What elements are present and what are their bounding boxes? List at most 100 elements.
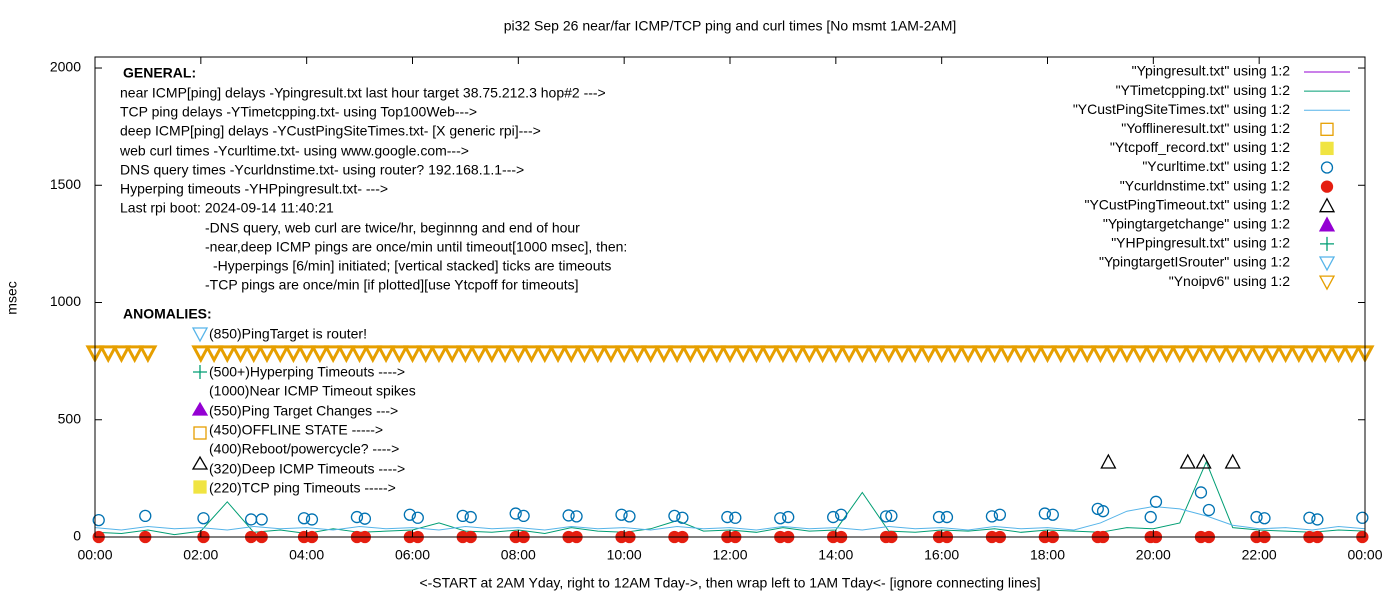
triangle-marker [1318,216,1336,232]
down-triangle-marker [402,345,423,364]
down-triangle-marker [760,345,780,364]
down-triangle-marker [813,345,833,364]
down-triangle-marker [694,345,714,364]
circle-marker [879,510,893,523]
legend-label: "Ynoipv6" using 1:2 [1169,273,1290,289]
circle-marker [729,511,742,524]
down-triangle-marker [654,345,674,364]
circle-marker [932,510,946,524]
anomaly-note: (500+)Hyperping Timeouts ----> [209,364,405,380]
circle-marker [297,512,311,525]
down-triangle-marker [1117,345,1137,364]
circle-marker [562,509,575,522]
down-triangle-marker [879,345,899,364]
down-triangle-marker [627,345,647,364]
circle-marker [993,508,1007,521]
down-triangle-marker [1223,345,1243,364]
down-triangle-marker [191,345,211,364]
circle-marker [885,509,898,523]
x-tick-label: 20:00 [1136,547,1171,563]
down-triangle-marker [297,345,317,364]
x-tick-label: 04:00 [289,547,324,563]
down-triangle-marker [1318,256,1336,272]
circle-marker [411,511,424,524]
circle-marker [255,513,268,526]
down-triangle-marker [1024,345,1044,364]
down-triangle-marker [98,345,118,364]
general-note: Last rpi boot: 2024-09-14 11:40:21 [120,200,334,216]
down-triangle-marker [720,345,740,364]
anomaly-note: (450)OFFLINE STATE -----> [209,422,383,438]
down-triangle-marker [310,345,330,364]
down-triangle-marker [1037,345,1058,364]
circle-marker [1202,503,1216,517]
down-triangle-marker [1090,345,1110,364]
circle-marker [1303,511,1316,524]
circle-marker [1096,505,1110,518]
anomaly-note: (550)Ping Target Changes ---> [209,403,398,419]
legend-label: "YpingtargetISrouter" using 1:2 [1099,254,1290,270]
down-triangle-marker [707,345,727,364]
down-triangle-marker [1302,345,1322,364]
triangle-marker [1195,453,1212,469]
down-triangle-marker [204,345,224,364]
down-triangle-marker [429,345,449,364]
circle-marker [774,512,787,525]
legend-label: "Yofflineresult.txt" using 1:2 [1121,120,1290,136]
down-triangle-marker [985,345,1005,364]
down-triangle-marker [1315,345,1335,364]
down-triangle-marker [1236,345,1256,364]
circle-marker [668,509,681,523]
down-triangle-marker [892,345,912,364]
icon-offline [193,426,207,440]
anomaly-icons [191,327,209,494]
circle-marker [358,512,372,525]
circle-marker [721,510,734,524]
circle-marker [1258,512,1271,525]
down-triangle-marker [508,345,528,364]
legend-label: "Ypingtargetchange" using 1:2 [1103,216,1290,232]
circle-marker [517,509,530,523]
circle-marker [464,510,477,524]
down-triangle-marker [1183,345,1203,364]
circle-marker [1046,508,1059,521]
down-triangle-marker [799,345,819,364]
triangle-marker [1224,453,1241,469]
down-triangle-marker [535,345,555,364]
down-triangle-marker [125,345,145,364]
down-triangle-marker [588,345,608,364]
general-note: web curl times -Ycurltime.txt- using www… [119,143,469,159]
circle-marker [615,508,628,521]
down-triangle-marker [231,345,251,364]
down-triangle-marker [1249,345,1269,364]
down-triangle-marker [442,345,462,364]
legend-label: "Ypingresult.txt" using 1:2 [1132,63,1291,79]
plus-marker [1320,236,1334,251]
x-tick-label: 18:00 [1030,547,1065,563]
circle-marker [305,513,319,526]
anomaly-note: (400)Reboot/powercycle? ----> [209,441,399,457]
y-tick-label: 1000 [50,293,81,309]
down-triangle-marker [1077,345,1097,364]
down-triangle-marker [733,345,753,364]
down-triangle-marker [138,345,158,364]
circle-marker [1144,510,1157,524]
general-note: -Hyperpings [6/min] initiated; [vertical… [213,258,611,274]
down-triangle-marker [1011,345,1031,364]
down-triangle-marker [469,345,489,364]
down-triangle-marker [561,345,581,364]
plot-data [85,345,1375,544]
x-axis-label: <-START at 2AM Yday, right to 12AM Tday-… [419,575,1040,591]
circle-marker [456,509,469,523]
down-triangle-marker [495,345,515,364]
y-tick-label: 500 [58,410,82,426]
circle-marker [403,508,417,521]
anomaly-note: ANOMALIES: [123,306,212,322]
anomaly-note: (320)Deep ICMP Timeouts ----> [209,461,405,477]
down-triangle-marker [257,345,277,364]
down-triangle-marker [350,345,370,364]
down-triangle-marker [773,345,793,364]
legend-label: "Ytcpoff_record.txt" using 1:2 [1110,139,1290,155]
down-triangle-marker [614,345,634,364]
